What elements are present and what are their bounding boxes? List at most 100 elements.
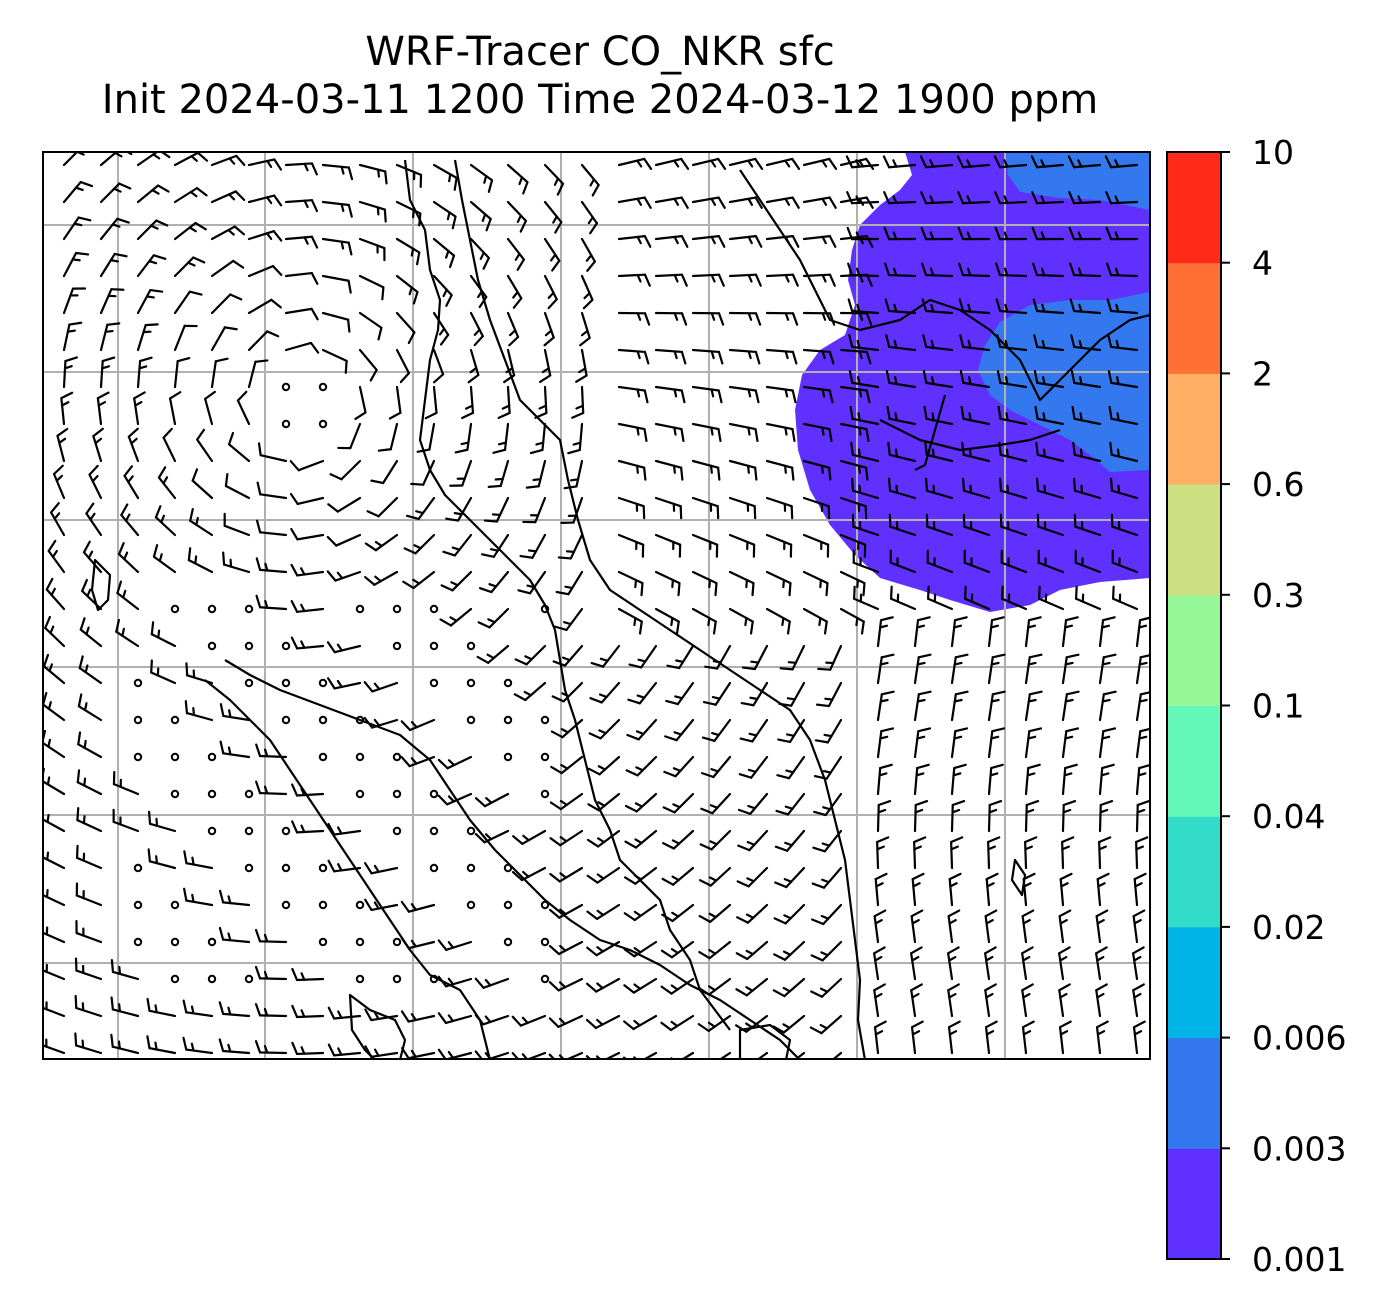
wind-barb — [802, 273, 836, 287]
wind-barb — [364, 533, 399, 552]
wind-barb — [469, 163, 494, 193]
wind-barb — [218, 1001, 251, 1018]
wind-barb — [654, 157, 690, 170]
wind-barb — [885, 370, 917, 389]
colorbar-segment — [1167, 1148, 1221, 1260]
wind-barb — [62, 287, 87, 315]
wind-barb — [654, 311, 688, 326]
wind-barb — [814, 718, 843, 744]
wind-barb — [987, 727, 1006, 759]
wind-barb — [1024, 727, 1043, 759]
wind-barb — [1024, 836, 1038, 870]
wind-barb — [839, 348, 872, 365]
wind-barb — [765, 422, 796, 443]
wind-barb — [1061, 616, 1079, 648]
wind-barb — [392, 641, 402, 651]
wind-barb — [996, 334, 1028, 352]
wind-barb — [998, 477, 1028, 500]
wind-barb — [327, 1043, 362, 1057]
wind-barb — [617, 607, 643, 635]
wind-barb — [474, 977, 510, 989]
wind-barb — [321, 200, 353, 218]
wind-barb — [1073, 513, 1102, 537]
wind-barb — [74, 994, 103, 1018]
wind-barb — [813, 792, 843, 817]
wind-barb — [254, 965, 288, 981]
wind-barb — [247, 265, 283, 278]
wind-barb — [543, 200, 563, 234]
wind-barb — [290, 600, 325, 613]
wind-barb — [555, 570, 584, 596]
wind-barb — [364, 898, 399, 912]
wind-barb — [765, 311, 799, 326]
wind-barb — [802, 496, 831, 520]
wind-barb — [291, 967, 325, 982]
wind-barb — [1024, 653, 1043, 685]
wind-barb — [728, 273, 762, 287]
wind-barb — [511, 1014, 547, 1027]
wind-barb — [318, 752, 328, 762]
wind-barb — [1075, 585, 1102, 611]
wind-barb — [691, 157, 727, 170]
wind-barb — [987, 799, 1003, 833]
wind-barb — [424, 385, 438, 420]
wind-barb — [512, 829, 547, 845]
wind-barb — [218, 889, 251, 907]
wind-barb — [449, 459, 473, 487]
wind-barb — [45, 577, 66, 611]
wind-barb — [921, 262, 954, 278]
wind-barb — [1111, 549, 1139, 574]
wind-barb — [254, 928, 288, 944]
wind-barb — [358, 348, 378, 382]
wind-barb — [624, 792, 658, 813]
wind-barb — [289, 492, 325, 506]
wind-barb — [247, 230, 283, 242]
wind-barb — [664, 718, 695, 742]
wind-barb — [1098, 690, 1117, 722]
wind-barb — [654, 459, 684, 481]
wind-barb — [395, 237, 421, 266]
wind-barb — [392, 974, 402, 984]
wind-barb — [247, 330, 280, 352]
wind-barb — [79, 617, 103, 648]
wind-barb — [210, 357, 229, 389]
wind-barb — [483, 496, 510, 523]
wind-barb — [284, 271, 319, 285]
wind-barb — [625, 755, 658, 777]
wind-barb — [1061, 836, 1075, 870]
wind-barb — [257, 442, 288, 463]
wind-barb — [549, 866, 584, 883]
wind-barb — [321, 237, 353, 256]
wind-barb — [999, 513, 1028, 537]
wind-barb — [543, 163, 565, 196]
wind-barb — [327, 859, 362, 873]
wind-barb — [765, 459, 795, 481]
wind-barb — [318, 382, 328, 392]
wind-barb — [326, 677, 362, 690]
wind-barb — [1108, 405, 1139, 426]
wind-barb — [883, 226, 917, 241]
wind-barb — [585, 1014, 621, 1030]
wind-barb — [99, 182, 132, 204]
wind-barb — [281, 678, 291, 688]
wind-barb — [947, 946, 960, 981]
wind-barb — [222, 551, 251, 574]
wind-barb — [173, 324, 198, 352]
wind-barb — [43, 843, 66, 870]
wind-barb — [691, 496, 720, 520]
wind-barb — [162, 427, 177, 463]
wind-barb — [617, 196, 652, 209]
wind-barb — [112, 808, 140, 833]
wind-barb — [247, 298, 282, 315]
wind-barb — [579, 311, 591, 347]
wind-barb — [1133, 872, 1147, 907]
wind-barb — [553, 607, 584, 631]
wind-barb — [173, 187, 208, 204]
wind-barb — [910, 946, 923, 981]
wind-barb — [847, 262, 880, 278]
wind-barb — [1067, 155, 1102, 169]
wind-barb — [765, 385, 797, 404]
wind-barb — [1021, 983, 1034, 1018]
wind-barb — [392, 752, 402, 762]
wind-barb — [775, 792, 806, 816]
